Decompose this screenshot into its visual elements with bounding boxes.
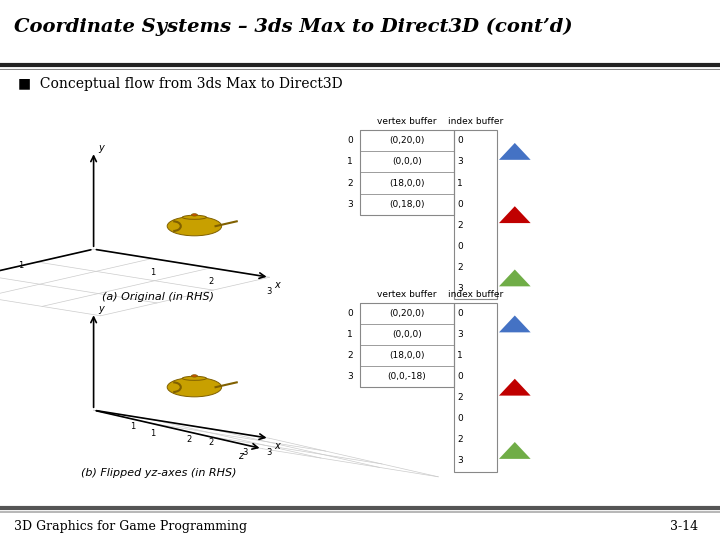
- Text: 2: 2: [457, 393, 463, 402]
- Text: 1: 1: [150, 429, 155, 438]
- Text: 3D Graphics for Game Programming: 3D Graphics for Game Programming: [14, 520, 248, 534]
- Text: 2: 2: [457, 435, 463, 444]
- Text: index buffer: index buffer: [448, 290, 503, 299]
- Text: 3: 3: [347, 372, 353, 381]
- Polygon shape: [499, 206, 531, 223]
- Text: vertex buffer: vertex buffer: [377, 290, 436, 299]
- Text: 0: 0: [457, 414, 463, 423]
- Text: 2: 2: [457, 221, 463, 230]
- Text: 2: 2: [186, 435, 192, 444]
- Text: z: z: [238, 451, 243, 461]
- Text: 3: 3: [267, 448, 272, 457]
- Text: (18,0,0): (18,0,0): [389, 351, 425, 360]
- Text: Coordinate Systems – 3ds Max to Direct3D (cont’d): Coordinate Systems – 3ds Max to Direct3D…: [14, 17, 573, 36]
- Bar: [360, 130, 454, 151]
- Text: 1: 1: [150, 268, 155, 277]
- Ellipse shape: [182, 215, 207, 219]
- Text: 1: 1: [457, 351, 463, 360]
- Text: (0,0,0): (0,0,0): [392, 330, 422, 339]
- Text: (0,20,0): (0,20,0): [389, 309, 425, 318]
- Text: x: x: [274, 441, 279, 451]
- Text: 2: 2: [457, 263, 463, 272]
- Text: index buffer: index buffer: [448, 118, 503, 126]
- Bar: [360, 193, 454, 215]
- Text: 0: 0: [457, 136, 463, 145]
- Text: 0: 0: [457, 200, 463, 208]
- Text: 1: 1: [457, 179, 463, 187]
- Text: 1: 1: [18, 261, 23, 271]
- Polygon shape: [499, 269, 531, 286]
- Text: y: y: [98, 143, 104, 153]
- Text: 1: 1: [347, 330, 353, 339]
- Text: 3: 3: [457, 158, 463, 166]
- Bar: [360, 324, 454, 345]
- Text: 0: 0: [347, 309, 353, 318]
- Bar: [360, 366, 454, 387]
- Bar: [454, 130, 497, 299]
- Bar: [360, 303, 454, 324]
- Text: 3: 3: [457, 456, 463, 465]
- Ellipse shape: [167, 377, 222, 397]
- Text: ■  Conceptual flow from 3ds Max to Direct3D: ■ Conceptual flow from 3ds Max to Direct…: [18, 77, 343, 91]
- Bar: [360, 345, 454, 366]
- Text: 1: 1: [130, 422, 135, 431]
- Text: 3: 3: [243, 448, 248, 457]
- Text: 2: 2: [208, 278, 213, 286]
- Text: (0,0,-18): (0,0,-18): [387, 372, 426, 381]
- Text: (0,20,0): (0,20,0): [389, 136, 425, 145]
- Bar: [360, 130, 454, 215]
- Bar: [360, 172, 454, 193]
- Bar: [360, 151, 454, 172]
- Polygon shape: [499, 143, 531, 160]
- Bar: [454, 303, 497, 471]
- Text: 3-14: 3-14: [670, 520, 698, 534]
- Text: (18,0,0): (18,0,0): [389, 179, 425, 187]
- Ellipse shape: [167, 217, 222, 236]
- Polygon shape: [499, 379, 531, 396]
- Text: 0: 0: [457, 372, 463, 381]
- Text: 0: 0: [457, 242, 463, 251]
- Text: 0: 0: [457, 309, 463, 318]
- Text: 3: 3: [457, 284, 463, 293]
- Text: (a) Original (in RHS): (a) Original (in RHS): [102, 292, 215, 302]
- Text: (0,0,0): (0,0,0): [392, 158, 422, 166]
- Ellipse shape: [192, 214, 197, 216]
- Text: 0: 0: [347, 136, 353, 145]
- Text: y: y: [98, 303, 104, 314]
- Text: 2: 2: [347, 351, 353, 360]
- Polygon shape: [499, 315, 531, 332]
- Ellipse shape: [192, 375, 197, 377]
- Bar: [360, 303, 454, 387]
- Text: 3: 3: [457, 330, 463, 339]
- Text: (b) Flipped yz-axes (in RHS): (b) Flipped yz-axes (in RHS): [81, 468, 236, 478]
- Ellipse shape: [182, 376, 207, 380]
- Text: vertex buffer: vertex buffer: [377, 118, 436, 126]
- Text: (0,18,0): (0,18,0): [389, 200, 425, 208]
- Polygon shape: [499, 442, 531, 459]
- Text: 2: 2: [208, 438, 213, 448]
- Text: 1: 1: [347, 158, 353, 166]
- Text: 3: 3: [347, 200, 353, 208]
- Text: x: x: [274, 280, 279, 290]
- Text: 3: 3: [267, 287, 272, 296]
- Text: 2: 2: [347, 179, 353, 187]
